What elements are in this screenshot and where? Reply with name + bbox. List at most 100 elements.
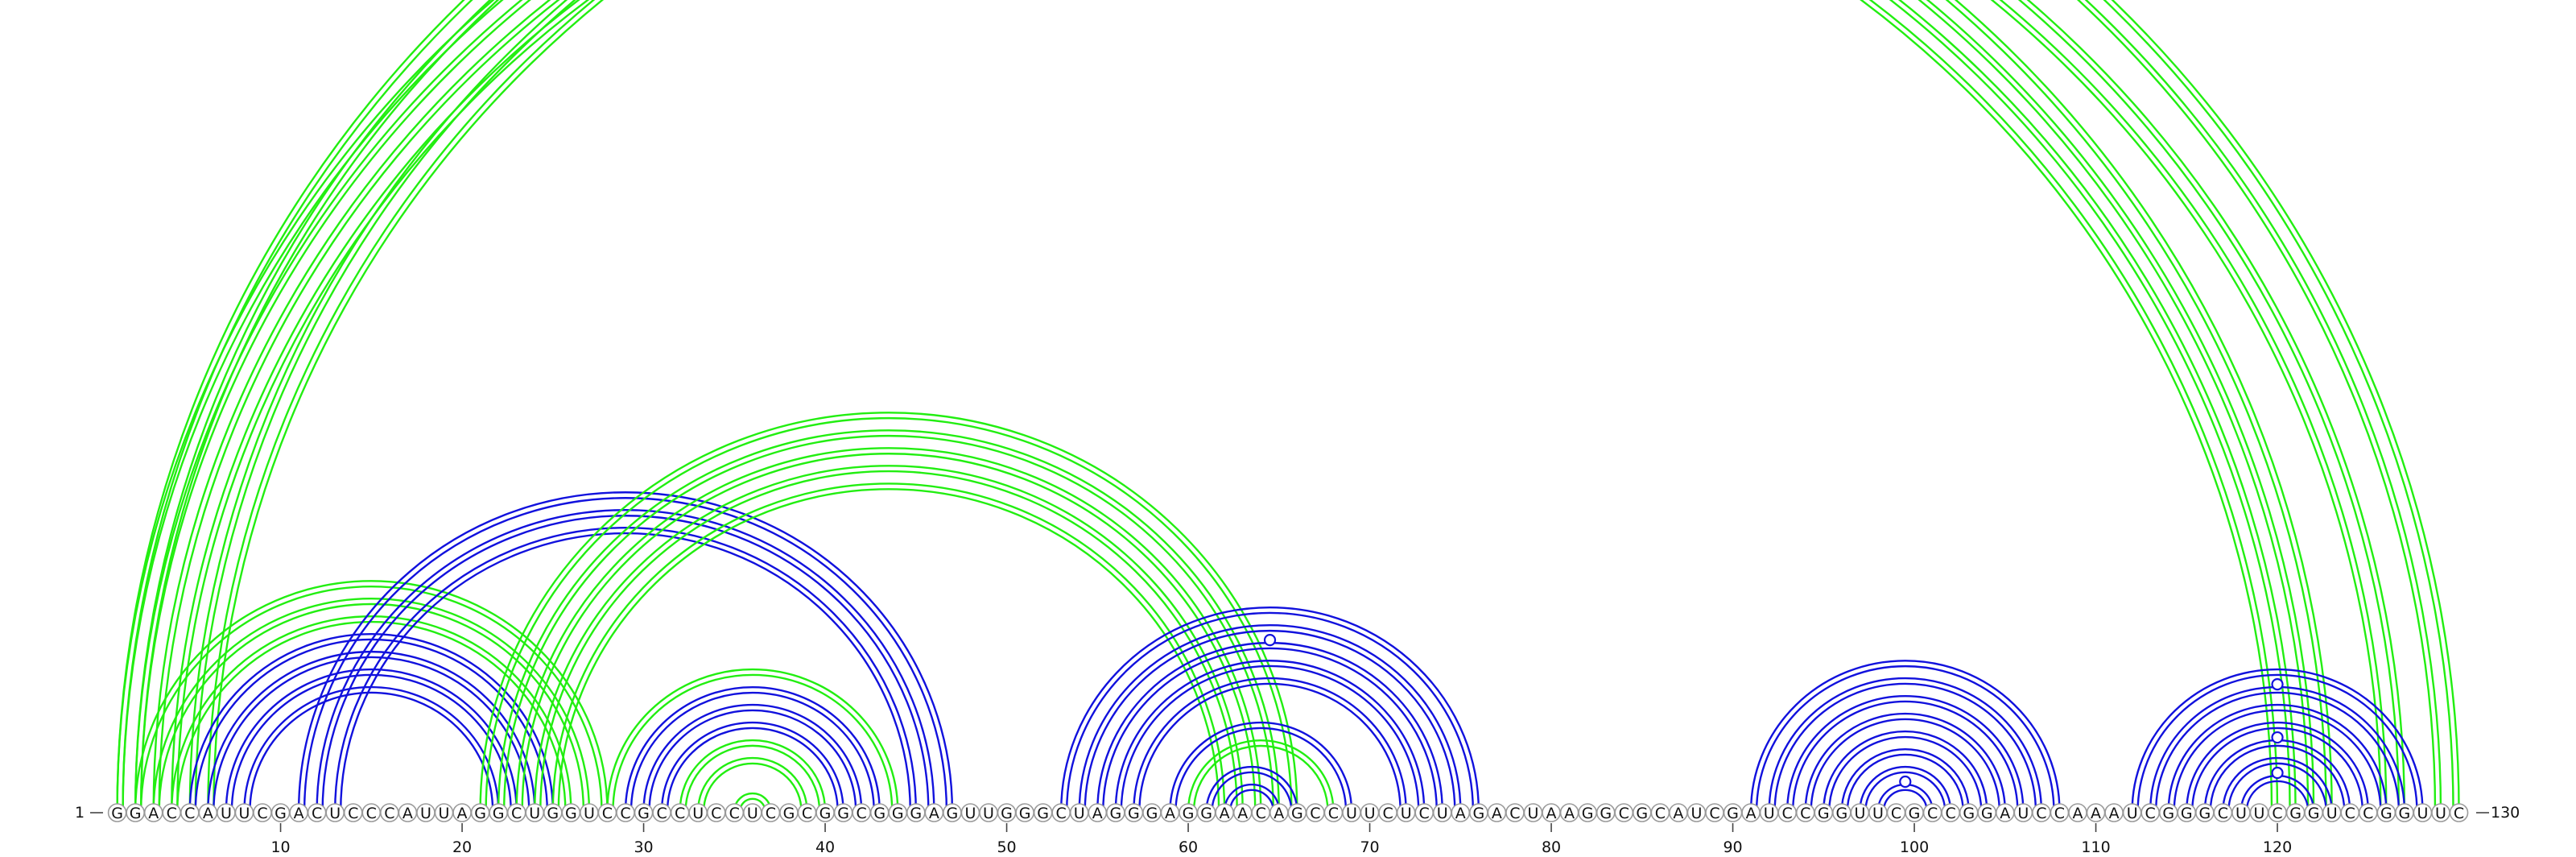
arc-1-123 [122,0,2327,812]
nucleotide-letter: G [837,805,849,822]
arc-59-69 [1169,721,1353,812]
arc-24-63 [534,465,1244,812]
arc-115-125 [2191,727,2363,812]
nucleotide-letter: G [547,805,559,822]
nucleotide-letter: A [1492,805,1502,822]
arc-53-76 [1060,607,1480,812]
tick-label-110: 110 [2081,838,2110,856]
arc-2-28 [134,580,609,812]
nucleotide-letter: A [1220,805,1230,822]
nucleotide-letter: G [2181,805,2193,822]
nucleotide-letter: C [602,805,613,822]
arc-93-106 [1786,694,2025,812]
arc-92-107 [1768,677,2043,812]
tick-label-20: 20 [452,838,472,856]
arc-112-128 [2136,673,2418,812]
position-axis: 10 20 30 40 50 60 70 80 90 100 110 120 [270,823,2292,856]
nucleotide-letter: G [1636,805,1648,822]
nucleotide-letter: U [2435,805,2446,822]
arc-2-122 [139,0,2310,812]
nucleotide-letter: C [857,805,867,822]
nucleotide-letter: G [873,805,886,822]
nucleotide-letter: G [565,805,577,822]
nucleotide-letter: C [1927,805,1938,822]
nucleotide-letter: C [511,805,522,822]
nucleotide-circle [2449,803,2469,822]
nucleotide-letter: G [1146,805,1158,822]
nucleotide-letter: G [2162,805,2174,822]
arc-93-106 [1792,700,2019,812]
arc-98-101 [1882,789,1928,812]
nucleotide-letter: A [1546,805,1557,822]
nucleotide-letter: U [439,805,450,822]
arc-11-47 [297,491,954,812]
arc-118-122 [2245,780,2310,812]
tick-label-100: 100 [1900,838,1929,856]
nucleotide-letter: G [1835,805,1847,822]
nucleotide-letter: A [2091,805,2101,822]
arc-13-45 [340,532,911,812]
nucleotide-letter: G [1037,805,1049,822]
nucleotide-letter: C [1328,805,1339,822]
arc-7-23 [225,668,518,812]
arc-5-127 [188,0,2406,812]
nucleotide-letter: G [1963,805,1975,822]
nucleotide-letter: C [2345,805,2355,822]
nucleotide-letter: G [130,805,142,822]
nucleotide-letter: C [1419,805,1430,822]
nucleotide-letter: G [111,805,123,822]
arc-98-101 [1876,783,1934,812]
arc-96-103 [1846,753,1964,812]
arc-24-63 [539,470,1238,812]
nucleotide-letter: C [1946,805,1956,822]
nucleotide-letter: C [257,805,267,822]
arc-56-73 [1120,664,1420,812]
arc-6-126 [207,0,2388,812]
nucleotide-letter: C [1891,805,1901,822]
arc-7-23 [230,673,512,812]
nucleotide-letter: C [729,805,740,822]
arc-61-66 [1211,771,1293,812]
nucleotide-letter: G [493,805,505,822]
nucleotide-letter: U [2254,805,2265,822]
arc-113-127 [2155,691,2401,812]
arc-2-28 [139,585,603,812]
tick-label-70: 70 [1360,838,1379,856]
arc-3-121 [152,0,2297,812]
tick-label-30: 30 [634,838,653,856]
tick-label-120: 120 [2263,838,2292,856]
arc-114-126 [2173,709,2382,812]
nucleotide-letter: G [1472,805,1484,822]
nucleotide-letter: A [1746,805,1757,822]
nucleotide-letter: C [656,805,667,822]
nucleotide-letter: U [1346,805,1357,822]
arc-33-39 [697,756,808,812]
nucleotide-letter: A [1237,805,1248,822]
arc-22-65 [502,435,1274,812]
nucleotide-letter: U [747,805,758,822]
arc-55-74 [1102,647,1438,812]
nucleotide-letter: U [221,805,232,822]
nucleotide-letter: U [1872,805,1884,822]
nucleotide-letter: G [638,805,650,822]
nucleotide-letter: G [1019,805,1031,822]
arc-30-42 [642,703,863,812]
nucleotide-letter: C [766,805,776,822]
arc-28-44 [606,668,899,812]
arc-32-40 [684,744,821,812]
sequence-backbone: 1 130 [75,804,2520,822]
nucleotide-letter: A [929,805,939,822]
nucleotide-letter: C [2454,805,2464,822]
nucleotide-letter: U [2017,805,2029,822]
arc-53-76 [1066,611,1475,812]
arc-56-73 [1114,659,1426,812]
arc-62-65 [1223,783,1280,812]
nucleotide-letter: C [1382,805,1393,822]
arc-97-102 [1859,765,1952,812]
arc-1-130 [122,0,2454,812]
nucleotide-letter: A [1274,805,1284,822]
arc-62-65 [1228,789,1274,812]
nucleotide-letter: G [2399,805,2411,822]
